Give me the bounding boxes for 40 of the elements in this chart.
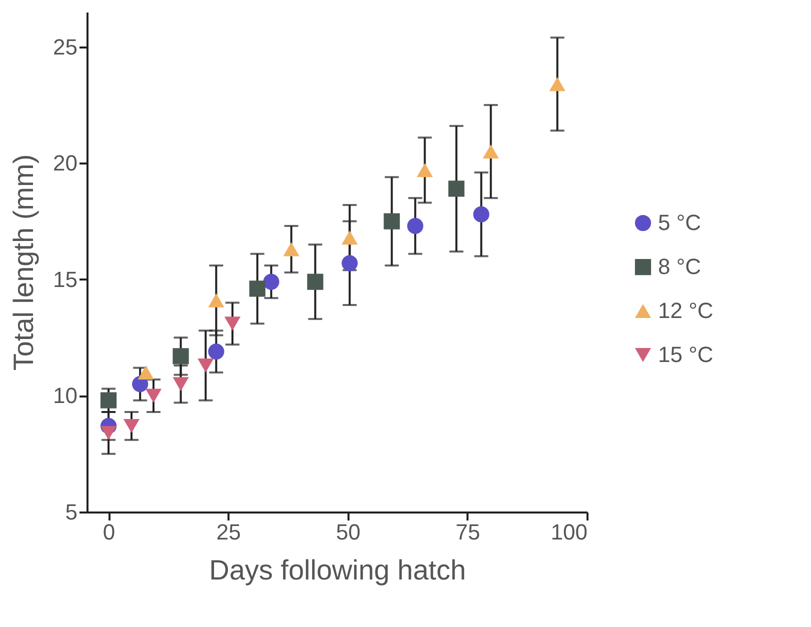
- point: [172, 377, 189, 392]
- point: [249, 280, 266, 297]
- x-tick-label: 0: [102, 520, 116, 544]
- y-tick-label: 10: [53, 383, 78, 408]
- point: [145, 388, 162, 403]
- point: [384, 213, 400, 230]
- point: [407, 218, 424, 234]
- point: [416, 163, 433, 178]
- point: [198, 358, 214, 372]
- legend-label: 12 °C: [658, 298, 714, 323]
- y-tick-label: 15: [53, 266, 78, 292]
- point: [138, 365, 154, 380]
- point: [342, 230, 358, 245]
- x-tick-label: 100: [550, 520, 588, 544]
- y-axis-title: Total length (mm): [8, 154, 40, 371]
- y-tick-label: 20: [53, 150, 78, 176]
- x-tick-label: 50: [336, 520, 361, 544]
- legend-label: 8 °C: [658, 254, 702, 279]
- point: [342, 255, 358, 272]
- point: [208, 293, 224, 308]
- legend-label: 15 °C: [658, 342, 714, 367]
- point: [172, 348, 189, 364]
- point: [283, 242, 300, 256]
- point: [208, 343, 224, 360]
- point: [263, 274, 280, 290]
- point: [307, 274, 324, 290]
- point: [100, 392, 117, 408]
- point: [473, 206, 490, 222]
- x-tick-label: 25: [216, 520, 241, 544]
- point: [549, 77, 566, 92]
- legend-label: 5 °C: [658, 210, 702, 235]
- x-tick-label: 75: [456, 520, 480, 544]
- point: [224, 316, 241, 331]
- point: [100, 426, 117, 440]
- y-tick-label: 5: [65, 500, 78, 524]
- y-tick-label: 25: [53, 34, 78, 60]
- point: [448, 180, 464, 197]
- point: [482, 144, 499, 159]
- x-axis-title: Days following hatch: [209, 554, 466, 586]
- point: [123, 418, 140, 433]
